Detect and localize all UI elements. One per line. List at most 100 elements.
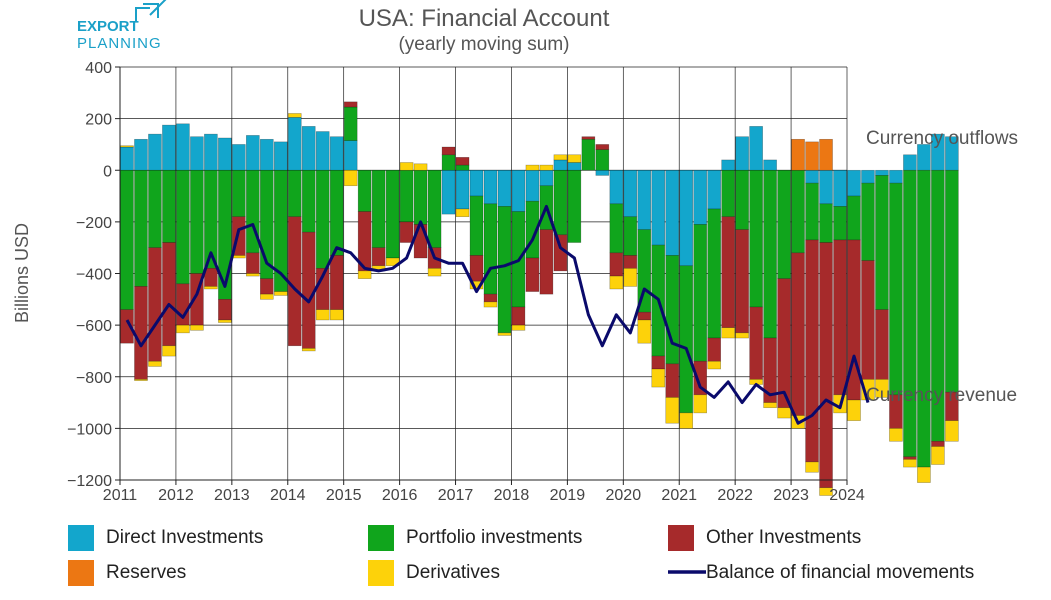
legend-item-reserves: Reserves [68, 560, 186, 586]
bar-other-investments [260, 278, 274, 295]
bar-derivatives [483, 301, 498, 308]
bar-derivatives [917, 466, 931, 483]
bar-direct-investments [315, 131, 330, 171]
bar-direct-investments [246, 135, 260, 171]
bar-derivatives [413, 163, 428, 171]
bar-derivatives [343, 169, 358, 187]
bar-derivatives [637, 319, 652, 344]
bar-other-investments [903, 456, 917, 460]
bar-other-investments [455, 157, 470, 166]
bar-portfolio-investments [945, 169, 959, 393]
bar-derivatives [819, 487, 833, 496]
bar-portfolio-investments [623, 216, 638, 256]
y-tick-label: −600 [76, 318, 112, 335]
balance-line [125, 204, 870, 425]
bar-portfolio-investments [875, 175, 889, 310]
bar-direct-investments [511, 169, 526, 212]
bar-direct-investments [273, 141, 288, 171]
bar-other-investments [819, 242, 833, 489]
x-tick-label: 2020 [606, 487, 642, 504]
bar-other-investments [735, 229, 749, 334]
legend-item-balance-of-financial-movements: Balance of financial movements [668, 562, 974, 583]
x-tick-label: 2015 [326, 487, 362, 504]
bar-direct-investments [665, 169, 680, 256]
bar-derivatives [609, 275, 624, 290]
bar-derivatives [232, 255, 246, 259]
bar-derivatives [190, 324, 204, 331]
bar-other-investments [441, 146, 456, 156]
bar-derivatives [553, 154, 568, 161]
bar-portfolio-investments [218, 169, 232, 300]
bar-direct-investments [651, 169, 666, 246]
bar-derivatives [707, 360, 721, 370]
bar-reserves [819, 138, 833, 171]
bar-direct-investments [763, 159, 777, 171]
bar-other-investments [581, 136, 596, 140]
bar-direct-investments [204, 133, 218, 171]
legend-item-other-investments: Other Investments [668, 525, 861, 551]
bar-derivatives [651, 368, 666, 388]
bar-other-investments [805, 239, 819, 463]
bar-derivatives [134, 379, 148, 381]
bar-other-investments [623, 255, 638, 269]
export-planning-logo [135, 0, 167, 22]
bar-other-investments [343, 101, 358, 108]
bar-other-investments [176, 283, 190, 326]
legend-item-direct-investments: Direct Investments [68, 525, 263, 551]
bar-derivatives [120, 145, 134, 148]
x-tick-label: 2018 [494, 487, 530, 504]
bar-direct-investments [833, 169, 847, 207]
x-tick-label: 2012 [158, 487, 194, 504]
bar-direct-investments [847, 169, 861, 197]
bar-other-investments [637, 311, 652, 321]
bar-other-investments [287, 216, 302, 347]
bar-portfolio-investments [120, 169, 134, 310]
bar-direct-investments [637, 169, 652, 230]
bar-derivatives [889, 428, 903, 442]
bar-portfolio-investments [371, 169, 386, 248]
legend-label: Balance of financial movements [706, 562, 974, 583]
bar-other-investments [218, 299, 232, 321]
bar-derivatives [455, 208, 470, 218]
bar-other-investments [945, 391, 959, 421]
bar-derivatives [315, 309, 330, 321]
legend-label: Direct Investments [106, 527, 263, 548]
bar-direct-investments [707, 169, 721, 210]
bar-portfolio-investments [553, 169, 568, 236]
bar-derivatives [260, 293, 274, 300]
bar-derivatives [693, 394, 707, 414]
bar-derivatives [875, 379, 889, 398]
bar-direct-investments [819, 169, 833, 205]
bar-portfolio-investments [847, 195, 861, 241]
bar-portfolio-investments [721, 169, 735, 218]
y-tick-label: −800 [76, 370, 112, 387]
bar-portfolio-investments [399, 169, 414, 223]
legend: Direct Investments Reserves Portfolio inve… [68, 525, 974, 586]
bar-other-investments [483, 293, 498, 303]
bar-portfolio-investments [791, 169, 805, 254]
bar-other-investments [721, 216, 735, 329]
bar-portfolio-investments [469, 195, 484, 256]
bar-portfolio-investments [441, 154, 456, 171]
bar-portfolio-investments [357, 169, 372, 212]
bar-other-investments [665, 363, 680, 398]
bar-direct-investments [721, 159, 735, 171]
bar-derivatives [148, 360, 162, 367]
bar-direct-investments [260, 138, 274, 171]
bar-direct-investments [176, 123, 190, 171]
bar-direct-investments [861, 169, 875, 184]
bar-direct-investments [120, 146, 134, 171]
bar-direct-investments [595, 169, 610, 176]
legend-swatch [68, 560, 94, 586]
legend-label: Portfolio investments [406, 527, 582, 548]
bar-portfolio-investments [749, 169, 763, 308]
legend-item-portfolio-investments: Portfolio investments [368, 525, 582, 551]
chart-subtitle: (yearly moving sum) [398, 34, 569, 55]
bar-other-investments [469, 255, 484, 282]
bar-other-investments [651, 355, 666, 370]
y-tick-label: 0 [103, 163, 112, 180]
logo-line-1: EXPORT [77, 18, 139, 35]
bar-portfolio-investments [679, 265, 694, 414]
